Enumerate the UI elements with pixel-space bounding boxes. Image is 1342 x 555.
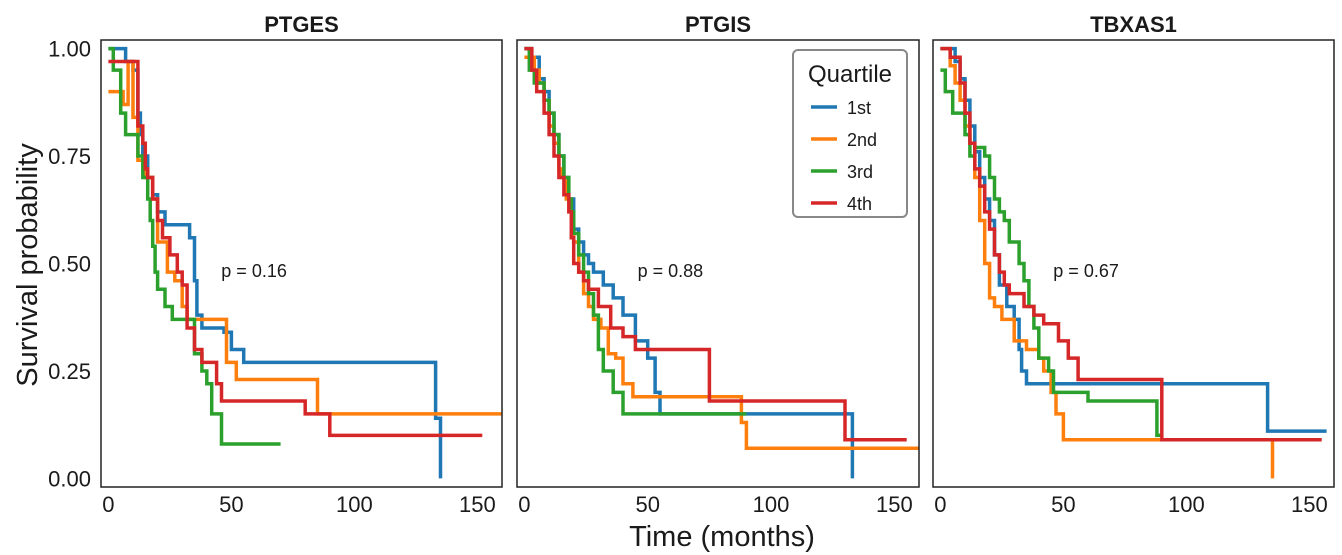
p-value-annotation: p = 0.88: [638, 261, 704, 281]
panel-tbxas1: TBXAS1 0 50 100 150 p = 0.67: [932, 12, 1335, 517]
y-tick-label: 1.00: [48, 37, 91, 62]
legend-box: [792, 49, 908, 218]
series-line-4th: [108, 59, 483, 438]
legend-entry-4th: 4th: [811, 194, 872, 214]
p-value-annotation: p = 0.67: [1053, 261, 1119, 281]
y-tick-label: 0.50: [48, 252, 91, 277]
panel-title: TBXAS1: [1090, 12, 1177, 37]
plot-frame: [516, 39, 920, 488]
panel-title: PTGES: [264, 12, 339, 37]
legend-label: 1st: [847, 98, 871, 118]
panel-title: PTGIS: [685, 12, 751, 37]
x-tick-label: 100: [336, 492, 373, 517]
x-tick-label: 50: [1051, 492, 1075, 517]
panel-ptges: PTGES 0 50 100 150 0.00 0.25 0.50 0.75 1.00 p = 0.…: [48, 12, 503, 517]
chart-panels: PTGES 0 50 100 150 0.00 0.25 0.50 0.75 1.00 p = 0.…: [48, 12, 1335, 517]
y-tick-label: 0.75: [48, 144, 91, 169]
legend-entry-2nd: 2nd: [811, 130, 877, 150]
x-tick-label: 100: [753, 492, 790, 517]
legend-label: 3rd: [847, 162, 873, 182]
x-tick-label: 150: [459, 492, 496, 517]
series-line-4th: [524, 46, 907, 442]
legend-entry-1st: 1st: [811, 98, 871, 118]
series-line-1st: [940, 46, 1327, 433]
x-tick-label: 50: [219, 492, 243, 517]
y-axis-label: Survival probability: [12, 143, 44, 387]
series-line-4th: [940, 46, 1322, 442]
x-tick-label: 100: [1168, 492, 1205, 517]
series-line-3rd: [524, 46, 747, 416]
x-tick-label: 150: [1291, 492, 1328, 517]
legend-label: 4th: [847, 194, 872, 214]
panel-ptgis: PTGIS 0 50 100 150 p = 0.88: [516, 12, 920, 517]
legend-label: 2nd: [847, 130, 877, 150]
legend: Quartile 1st 2nd 3rd 4th: [792, 49, 908, 218]
x-tick-label: 0: [518, 492, 530, 517]
x-tick-label: 50: [635, 492, 659, 517]
x-tick-label: 0: [102, 492, 114, 517]
series-line-2nd: [940, 46, 1275, 479]
x-tick-label: 150: [876, 492, 913, 517]
plot-frame: [100, 39, 503, 488]
legend-entry-3rd: 3rd: [811, 162, 873, 182]
x-tick-label: 0: [934, 492, 946, 517]
legend-title: Quartile: [808, 61, 892, 88]
y-tick-label: 0.25: [48, 359, 91, 384]
series-line-1st: [524, 46, 855, 479]
y-tick-label: 0.00: [48, 466, 91, 491]
plot-frame: [932, 39, 1335, 488]
series-line-3rd: [108, 46, 281, 446]
p-value-annotation: p = 0.16: [221, 261, 287, 281]
x-axis-label: Time (months): [629, 521, 815, 553]
